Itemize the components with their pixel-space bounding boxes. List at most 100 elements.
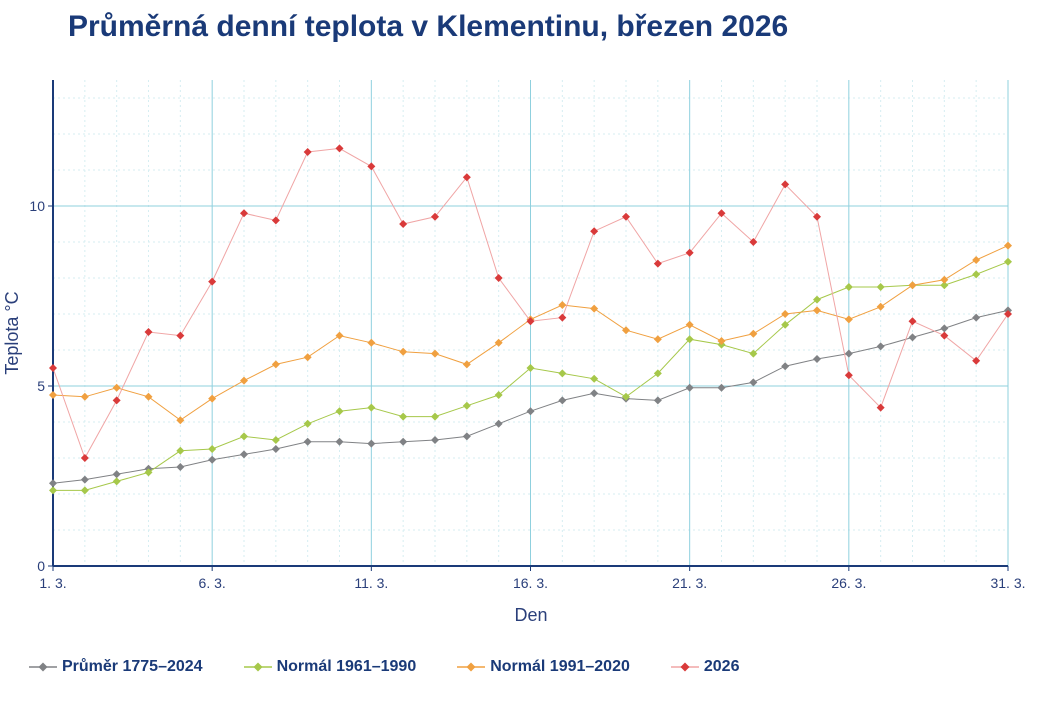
data-point [940,281,949,290]
data-point [271,360,280,369]
data-point [972,356,981,365]
data-point [271,216,280,225]
data-point [717,209,726,218]
data-point [653,259,662,268]
data-point [431,412,439,421]
data-point [940,331,949,340]
data-point [813,306,821,315]
legend-item[interactable]: Normál 1961–1990 [243,658,417,676]
chart-title: Průměrná denní teplota v Klementinu, bře… [68,10,789,43]
data-point [462,401,471,410]
data-point [558,313,567,322]
data-point [590,227,599,236]
data-point [176,446,185,455]
data-point [749,378,758,387]
data-point [876,403,885,412]
data-point [303,437,312,446]
data-point [271,436,280,444]
data-point [494,391,503,399]
data-point [590,389,599,398]
data-point [112,396,121,405]
data-point [813,212,821,221]
data-point [80,392,89,401]
data-point [908,317,917,326]
x-tick-label: 26. 3. [831,575,866,591]
x-tick-label: 11. 3. [354,575,388,591]
data-point [876,342,885,351]
data-point [431,436,439,444]
data-point [335,331,344,340]
data-point [972,270,981,279]
data-point [303,419,312,428]
legend-item[interactable]: 2026 [670,658,739,676]
data-point [367,403,376,412]
legend-marker-icon [670,662,699,672]
data-point [80,486,89,495]
data-point [876,302,885,311]
data-point [781,180,790,189]
x-axis-title: Den [514,605,547,625]
data-point [717,337,726,345]
data-point [49,486,57,495]
data-point [558,301,567,309]
data-point [1004,310,1012,318]
data-point [208,445,217,453]
data-point [208,455,217,464]
data-point [112,477,121,486]
data-point [622,326,630,335]
data-point [844,349,853,358]
data-point [844,283,853,291]
series-3 [49,144,1012,462]
data-point [240,432,248,441]
data-point [908,333,917,342]
data-point [176,463,185,471]
data-point [622,392,630,401]
legend-item[interactable]: Normál 1991–2020 [456,658,630,676]
data-point [462,432,471,441]
legend-label: Normál 1961–1990 [276,658,417,675]
y-tick-label: 0 [37,558,45,574]
y-axis-title: Teplota °C [2,291,22,374]
y-tick-label: 10 [29,198,45,214]
data-point [144,392,153,401]
data-point [685,383,694,392]
data-point [526,317,535,326]
data-point [112,383,121,392]
data-point [144,328,153,336]
legend-item[interactable]: Průměr 1775–2024 [28,658,203,676]
axes [48,80,1009,571]
data-point [653,396,662,405]
data-point [749,238,758,246]
data-point [558,369,567,378]
data-point [303,148,312,156]
data-point [303,353,312,362]
legend-marker-icon [29,662,57,672]
data-point [399,412,408,421]
data-point [176,331,185,340]
data-point [1004,241,1012,250]
legend-marker-icon [457,662,486,672]
data-point [844,315,853,324]
data-point [335,407,344,416]
x-tick-label: 16. 3. [513,575,548,591]
data-point [335,144,344,153]
data-point [80,475,89,484]
data-point [685,335,694,344]
data-point [399,347,408,356]
data-point [622,212,630,221]
data-point [717,383,726,392]
data-point [685,248,694,257]
data-point [940,324,949,333]
data-point [431,349,439,358]
data-point [240,376,248,385]
data-point [876,283,885,291]
legend-label: Normál 1991–2020 [490,658,630,675]
data-point [271,445,280,453]
data-point [49,479,57,488]
data-point [494,274,503,282]
data-point [526,407,535,416]
data-point [590,304,599,313]
data-point [685,320,694,329]
data-point [176,416,185,425]
